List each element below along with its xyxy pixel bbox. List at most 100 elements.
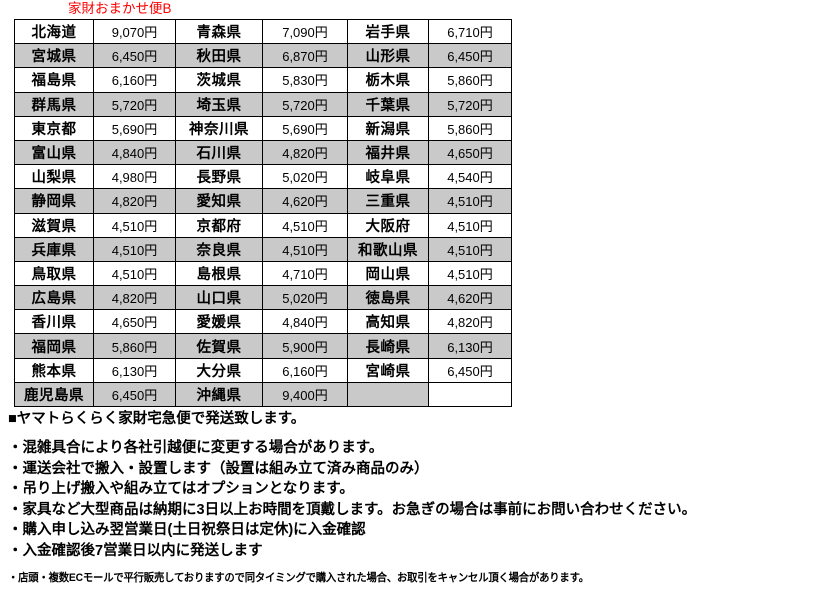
shipping-price-cell: 5,860円 bbox=[428, 115, 512, 141]
shipping-price-table-body: 北海道 9,070円 青森県 7,090円 岩手県 6,710円 宮城県 6,450円 秋田県 6… bbox=[14, 18, 512, 408]
shipping-price-cell: 6,160円 bbox=[93, 67, 176, 93]
prefecture-name-cell: 鳥取県 bbox=[14, 260, 94, 287]
prefecture-name-cell: 北海道 bbox=[14, 18, 94, 45]
shipping-price-cell: 4,510円 bbox=[428, 260, 512, 287]
shipping-price-cell: 4,820円 bbox=[428, 309, 512, 335]
shipping-price-cell: 5,020円 bbox=[262, 164, 348, 190]
shipping-price-cell: 5,720円 bbox=[93, 91, 176, 117]
shipping-price-cell: 4,980円 bbox=[93, 164, 176, 190]
prefecture-name-cell: 和歌山県 bbox=[347, 236, 429, 262]
prefecture-name-cell: 岩手県 bbox=[347, 18, 429, 45]
prefecture-name-cell: 愛媛県 bbox=[175, 309, 263, 335]
shipping-price-cell: 5,690円 bbox=[93, 115, 176, 141]
shipping-price-cell: 4,820円 bbox=[93, 285, 176, 311]
table-row: 広島県 4,820円 山口県 5,020円 徳島県 4,620円 bbox=[14, 285, 512, 311]
prefecture-name-cell: 群馬県 bbox=[14, 91, 94, 117]
table-row: 宮城県 6,450円 秋田県 6,870円 山形県 6,450円 bbox=[14, 43, 512, 69]
shipping-price-table: 北海道 9,070円 青森県 7,090円 岩手県 6,710円 宮城県 6,450円 秋田県 6… bbox=[14, 18, 512, 408]
table-row: 鹿児島県 6,450円 沖縄県 9,400円 bbox=[14, 381, 512, 408]
shipping-price-cell: 6,450円 bbox=[93, 381, 176, 408]
table-row: 富山県 4,840円 石川県 4,820円 福井県 4,650円 bbox=[14, 139, 512, 166]
shipping-notes: ■ヤマトらくらく家財宅急便で発送致します。 ・混雑具合により各社引越便に変更する… bbox=[8, 409, 818, 586]
prefecture-name-cell: 青森県 bbox=[175, 18, 263, 45]
prefecture-name-cell: 島根県 bbox=[175, 260, 263, 287]
prefecture-name-cell: 茨城県 bbox=[175, 67, 263, 93]
shipping-price-cell: 6,130円 bbox=[93, 357, 176, 383]
prefecture-name-cell: 福島県 bbox=[14, 67, 94, 93]
note-line: ・家具など大型商品は納期に3日以上お時間を頂戴します。お急ぎの場合は事前にお問い… bbox=[8, 501, 697, 518]
prefecture-name-cell: 熊本県 bbox=[14, 357, 94, 383]
table-cell-empty bbox=[347, 381, 429, 408]
prefecture-name-cell: 千葉県 bbox=[347, 91, 429, 117]
shipping-price-cell: 4,540円 bbox=[428, 164, 512, 190]
shipping-price-cell: 4,710円 bbox=[262, 260, 348, 287]
prefecture-name-cell: 栃木県 bbox=[347, 67, 429, 93]
note-line: ・購入申し込み翌営業日(土日祝祭日は定休)に入金確認 bbox=[8, 522, 366, 538]
shipping-price-cell: 5,690円 bbox=[262, 115, 348, 141]
table-row: 滋賀県 4,510円 京都府 4,510円 大阪府 4,510円 bbox=[14, 212, 512, 238]
prefecture-name-cell: 奈良県 bbox=[175, 236, 263, 262]
table-row: 山梨県 4,980円 長野県 5,020円 岐阜県 4,540円 bbox=[14, 164, 512, 190]
prefecture-name-cell: 徳島県 bbox=[347, 285, 429, 311]
shipping-price-cell: 6,160円 bbox=[262, 357, 348, 383]
prefecture-name-cell: 埼玉県 bbox=[175, 91, 263, 117]
shipping-price-cell: 4,510円 bbox=[93, 260, 176, 287]
table-row: 群馬県 5,720円 埼玉県 5,720円 千葉県 5,720円 bbox=[14, 91, 512, 117]
prefecture-name-cell: 東京都 bbox=[14, 115, 94, 141]
shipping-price-cell: 9,400円 bbox=[262, 381, 348, 408]
shipping-price-cell: 4,620円 bbox=[262, 188, 348, 214]
shipping-price-cell: 6,450円 bbox=[93, 43, 176, 69]
prefecture-name-cell: 宮城県 bbox=[14, 43, 94, 69]
prefecture-name-cell: 長崎県 bbox=[347, 333, 429, 359]
shipping-price-cell: 4,510円 bbox=[428, 236, 512, 262]
note-line: ・混雑具合により各社引越便に変更する場合があります。 bbox=[8, 440, 384, 456]
table-row: 静岡県 4,820円 愛知県 4,620円 三重県 4,510円 bbox=[14, 188, 512, 214]
prefecture-name-cell: 福岡県 bbox=[14, 333, 94, 359]
shipping-price-cell: 4,510円 bbox=[428, 212, 512, 238]
prefecture-name-cell: 福井県 bbox=[347, 139, 429, 166]
shipping-price-table-container: 北海道 9,070円 青森県 7,090円 岩手県 6,710円 宮城県 6,450円 秋田県 6… bbox=[14, 18, 512, 408]
shipping-price-cell: 4,820円 bbox=[93, 188, 176, 214]
prefecture-name-cell: 大分県 bbox=[175, 357, 263, 383]
prefecture-name-cell: 京都府 bbox=[175, 212, 263, 238]
shipping-price-cell: 7,090円 bbox=[262, 18, 348, 45]
table-row: 鳥取県 4,510円 島根県 4,710円 岡山県 4,510円 bbox=[14, 260, 512, 287]
prefecture-name-cell: 石川県 bbox=[175, 139, 263, 166]
prefecture-name-cell: 兵庫県 bbox=[14, 236, 94, 262]
shipping-price-cell: 4,840円 bbox=[262, 309, 348, 335]
prefecture-name-cell: 山梨県 bbox=[14, 164, 94, 190]
shipping-price-cell: 4,650円 bbox=[93, 309, 176, 335]
prefecture-name-cell: 滋賀県 bbox=[14, 212, 94, 238]
shipping-price-cell: 5,720円 bbox=[262, 91, 348, 117]
shipping-price-cell: 5,860円 bbox=[93, 333, 176, 359]
table-row: 福岡県 5,860円 佐賀県 5,900円 長崎県 6,130円 bbox=[14, 333, 512, 359]
prefecture-name-cell: 長野県 bbox=[175, 164, 263, 190]
shipping-price-cell: 9,070円 bbox=[93, 18, 176, 45]
shipping-price-cell: 6,710円 bbox=[428, 18, 512, 45]
table-row: 兵庫県 4,510円 奈良県 4,510円 和歌山県 4,510円 bbox=[14, 236, 512, 262]
note-line: ・運送会社で搬入・設置します（設置は組み立て済み商品のみ） bbox=[8, 460, 429, 477]
shipping-price-cell: 5,830円 bbox=[262, 67, 348, 93]
prefecture-name-cell: 佐賀県 bbox=[175, 333, 263, 359]
shipping-price-cell: 4,650円 bbox=[428, 139, 512, 166]
shipping-price-cell: 4,840円 bbox=[93, 139, 176, 166]
prefecture-name-cell: 岡山県 bbox=[347, 260, 429, 287]
table-row: 香川県 4,650円 愛媛県 4,840円 高知県 4,820円 bbox=[14, 309, 512, 335]
prefecture-name-cell: 秋田県 bbox=[175, 43, 263, 69]
shipping-price-cell: 4,510円 bbox=[262, 212, 348, 238]
prefecture-name-cell: 岐阜県 bbox=[347, 164, 429, 190]
prefecture-name-cell: 静岡県 bbox=[14, 188, 94, 214]
prefecture-name-cell: 富山県 bbox=[14, 139, 94, 166]
prefecture-name-cell: 新潟県 bbox=[347, 115, 429, 141]
shipping-price-cell: 5,860円 bbox=[428, 67, 512, 93]
table-row: 福島県 6,160円 茨城県 5,830円 栃木県 5,860円 bbox=[14, 67, 512, 93]
table-cell-empty bbox=[428, 381, 512, 408]
prefecture-name-cell: 広島県 bbox=[14, 285, 94, 311]
shipping-price-cell: 6,130円 bbox=[428, 333, 512, 359]
notes-fine-print: ・店頭・複数ECモールで平行販売しておりますので同タイミングで購入された場合、お… bbox=[8, 572, 589, 584]
notes-spacer bbox=[8, 430, 818, 438]
prefecture-name-cell: 沖縄県 bbox=[175, 381, 263, 408]
prefecture-name-cell: 三重県 bbox=[347, 188, 429, 214]
shipping-price-cell: 4,510円 bbox=[428, 188, 512, 214]
page-title: 家財おまかせ便B bbox=[68, 1, 172, 16]
